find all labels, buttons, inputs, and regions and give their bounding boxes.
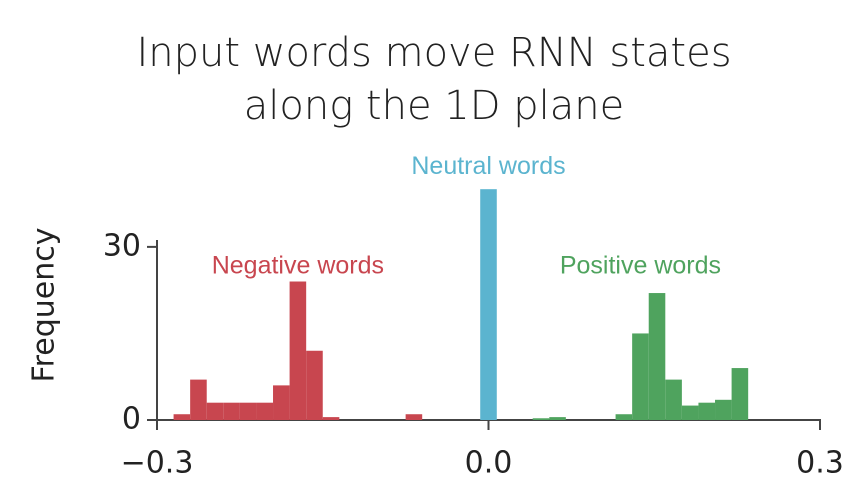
- bar: [173, 414, 191, 420]
- bar: [615, 414, 633, 420]
- bar: [223, 402, 240, 420]
- bar: [322, 417, 340, 420]
- legend-label: Negative words: [212, 252, 384, 280]
- bar: [632, 333, 649, 420]
- y-axis-label: Frequency: [27, 228, 62, 383]
- y-tick-label: 0: [122, 402, 141, 437]
- bar: [698, 402, 716, 420]
- y-tick-label: 30: [103, 228, 141, 263]
- bar: [190, 379, 207, 420]
- bar: [206, 402, 224, 420]
- bar: [256, 402, 274, 420]
- chart-title: along the 1D plane: [244, 83, 624, 129]
- legend-label: Positive words: [560, 252, 721, 280]
- x-tick-label: 0.0: [465, 446, 513, 481]
- bar: [306, 350, 323, 420]
- x-tick-label: 0.3: [796, 446, 844, 481]
- bar: [648, 293, 666, 420]
- bar: [731, 368, 749, 420]
- bar: [405, 414, 423, 420]
- bar: [239, 402, 257, 420]
- bar: [549, 417, 566, 420]
- bar: [715, 399, 732, 420]
- bar: [289, 281, 307, 420]
- chart-title: Input words move RNN states: [136, 30, 731, 76]
- bar: [273, 385, 290, 420]
- legend-label: Neutral words: [411, 152, 565, 180]
- x-tick-label: −0.3: [121, 446, 194, 481]
- bar: [480, 189, 497, 420]
- bar: [665, 379, 682, 420]
- bar: [681, 405, 699, 420]
- bar: [532, 418, 550, 420]
